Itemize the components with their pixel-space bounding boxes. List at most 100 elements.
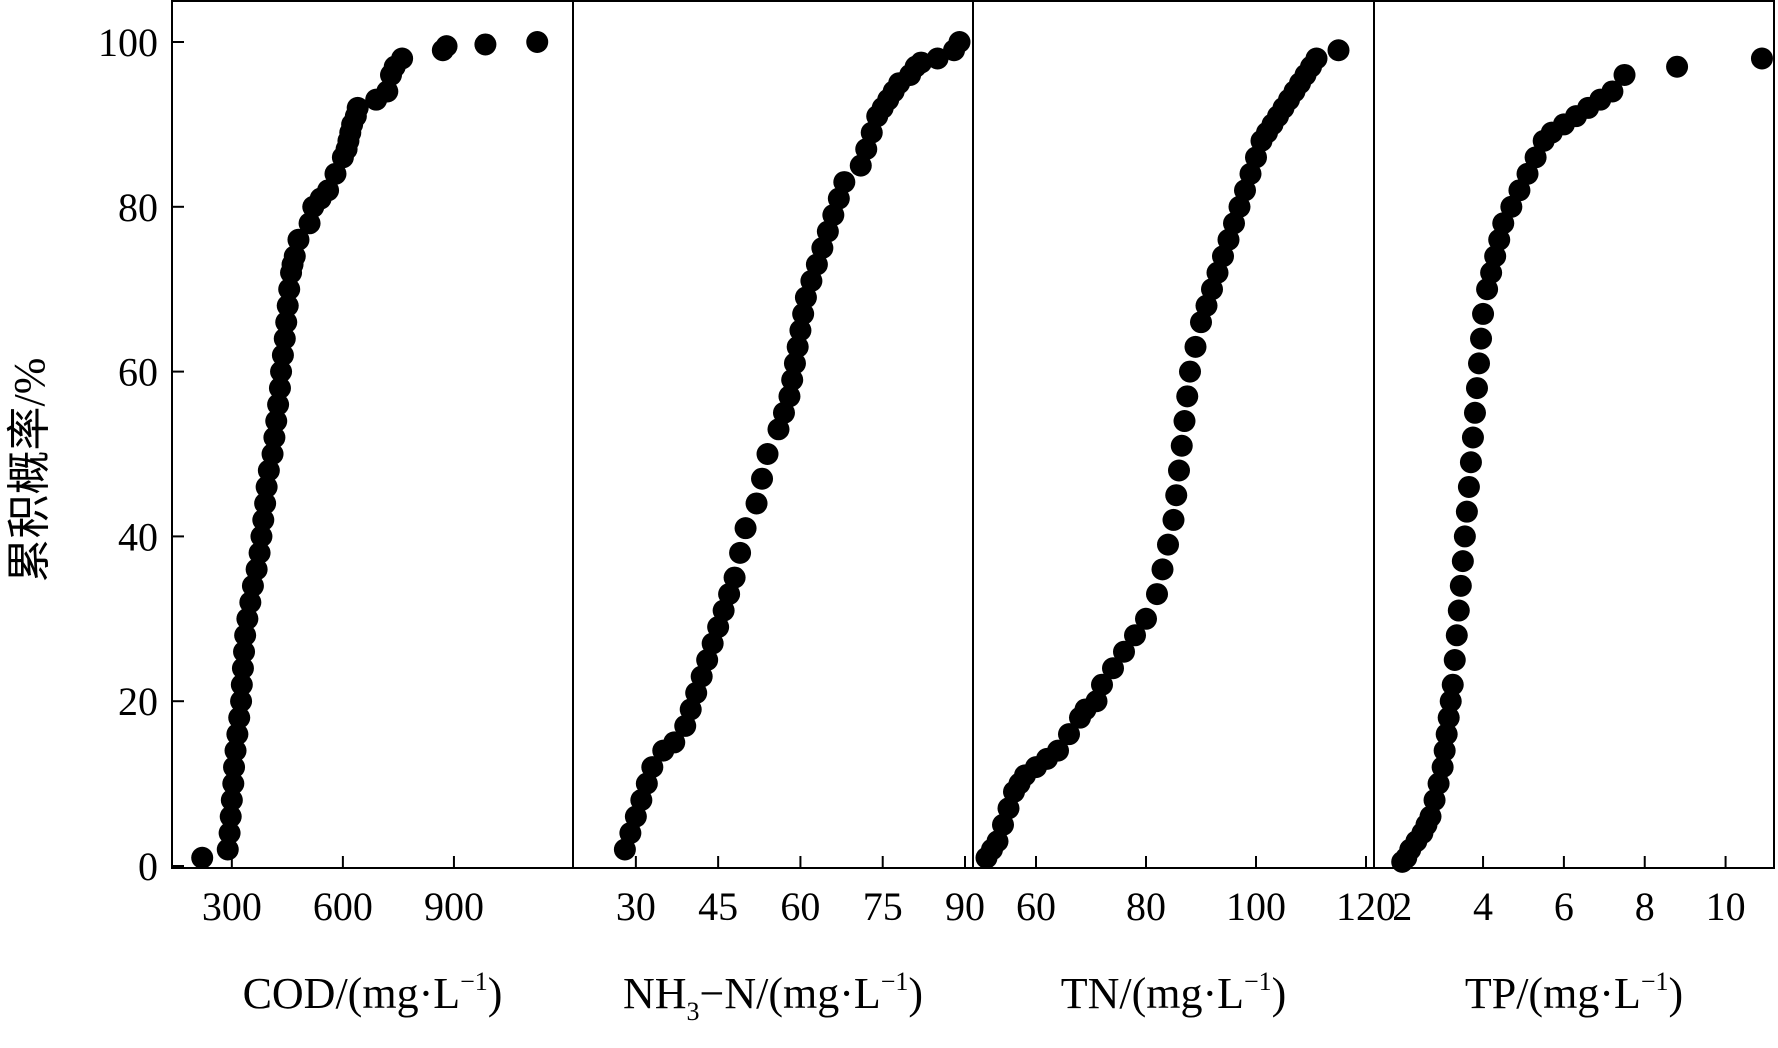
data-point <box>275 311 298 334</box>
data-point <box>1168 459 1190 482</box>
x-tick-label: 10 <box>1706 884 1746 929</box>
data-point <box>1457 475 1480 498</box>
data-point <box>756 443 779 465</box>
data-point <box>1170 434 1193 457</box>
data-point <box>230 690 253 713</box>
data-point <box>792 302 815 325</box>
data-point <box>1445 624 1468 647</box>
data-point <box>1468 352 1491 375</box>
data-point <box>223 756 246 779</box>
x-axis-label: TN/(mg·L−1) <box>1061 967 1287 1018</box>
y-axis: 0 20 40 60 80 100 <box>98 20 184 889</box>
data-point <box>1419 805 1442 828</box>
data-point <box>239 591 262 614</box>
data-point <box>1488 228 1511 251</box>
data-point <box>1439 690 1462 713</box>
data-point <box>261 443 284 465</box>
data-point <box>729 541 752 564</box>
y-tick-label: 60 <box>118 350 158 395</box>
x-axis-label-part: −1 <box>1244 967 1272 996</box>
data-point <box>287 228 310 251</box>
data-point <box>234 624 257 647</box>
panel-nh3-n: 30 45 60 75 90 NH3−N/(mg·L−1) <box>572 0 985 1026</box>
data-point <box>1151 558 1174 581</box>
x-tick-label: 8 <box>1635 884 1655 929</box>
data-point <box>786 335 809 358</box>
data-point <box>1176 385 1199 408</box>
x-axis-label-part: ) <box>908 969 923 1018</box>
data-point <box>276 294 299 317</box>
data-point <box>1157 533 1179 556</box>
data-point <box>346 96 369 119</box>
data-point <box>1453 525 1476 548</box>
data-point <box>751 467 774 490</box>
data-point <box>226 723 249 746</box>
data-point <box>1427 772 1450 795</box>
data-point <box>910 51 933 74</box>
data-point <box>1461 426 1484 449</box>
x-axis-label-part: NH <box>623 969 687 1018</box>
x-tick-label: 6 <box>1554 884 1574 929</box>
data-point <box>1435 723 1458 746</box>
data-point <box>224 739 247 762</box>
x-axis-label-part: ) <box>1272 969 1287 1018</box>
x-axis-label-part: TN/(mg·L <box>1061 969 1244 1018</box>
x-axis-label-part: −N/(mg·L <box>700 969 881 1018</box>
data-point <box>1305 47 1328 70</box>
data-point <box>1441 673 1464 696</box>
data-point <box>245 558 268 581</box>
data-point <box>216 838 239 861</box>
data-point <box>1433 739 1456 762</box>
y-tick-label: 100 <box>98 20 158 65</box>
panel-tn: 60 80 100 120 TN/(mg·L−1) <box>972 0 1396 1018</box>
data-point <box>273 327 296 350</box>
x-tick-label: 60 <box>1016 884 1056 929</box>
data-point <box>1508 179 1531 202</box>
data-point <box>254 492 277 515</box>
data-point <box>1058 723 1080 746</box>
data-point <box>1124 624 1146 647</box>
x-tick-label: 2 <box>1392 884 1412 929</box>
data-point <box>781 368 804 391</box>
data-point <box>1463 401 1486 424</box>
data-point <box>1500 195 1523 218</box>
x-tick-label: 90 <box>945 884 985 929</box>
x-tick-label: 900 <box>424 884 484 929</box>
data-point <box>268 377 291 400</box>
data-point <box>267 393 290 416</box>
data-point <box>236 607 259 630</box>
y-tick-label: 80 <box>118 185 158 230</box>
x-axis-label: NH3−N/(mg·L−1) <box>623 967 923 1026</box>
x-axis-label-part: −1 <box>1641 967 1669 996</box>
data-point <box>230 673 253 696</box>
data-point <box>1465 377 1488 400</box>
y-axis-label: 累积概率/% <box>5 358 54 583</box>
data-point <box>248 541 271 564</box>
x-tick-label: 80 <box>1126 884 1166 929</box>
data-point <box>1447 599 1470 622</box>
data-point <box>265 410 288 433</box>
x-tick-label: 300 <box>202 884 262 929</box>
data-point <box>1524 146 1547 169</box>
x-tick-label: 45 <box>698 884 738 929</box>
data-point <box>783 352 806 375</box>
data-point <box>1165 484 1188 507</box>
panel-cod: 300 600 900 COD/(mg·L−1) <box>171 0 574 1018</box>
data-point <box>1750 47 1773 70</box>
x-tick-label: 30 <box>616 884 656 929</box>
data-point <box>1327 39 1350 62</box>
data-point <box>1047 739 1069 762</box>
x-tick-label: 75 <box>863 884 903 929</box>
data-point <box>228 706 251 729</box>
data-point <box>1451 550 1474 573</box>
data-point <box>926 47 949 70</box>
y-tick-label: 40 <box>118 514 158 559</box>
x-axis-label: COD/(mg·L−1) <box>243 967 503 1018</box>
data-point <box>1455 500 1478 523</box>
data-point <box>1480 261 1503 284</box>
x-axis-label-part: COD/(mg·L <box>243 969 461 1018</box>
data-point <box>324 162 347 185</box>
data-point <box>219 805 242 828</box>
